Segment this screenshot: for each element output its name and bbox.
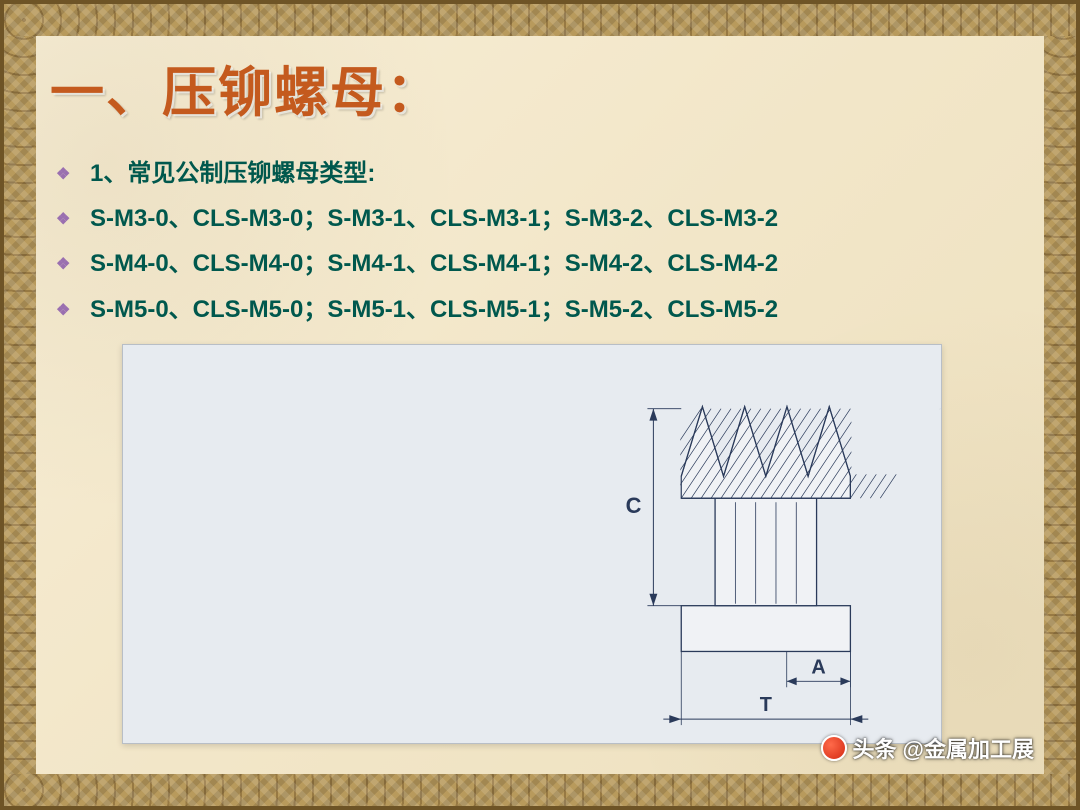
- watermark-author: @金属加工展: [903, 732, 1034, 764]
- svg-text:T: T: [760, 694, 772, 716]
- slide-content: 一、压铆螺母： ❖ 1、常见公制压铆螺母类型: ❖ S-M3-0、CLS-M3-…: [50, 48, 1030, 762]
- svg-text:A: A: [811, 656, 825, 678]
- watermark-prefix: 头条: [853, 732, 897, 764]
- decorative-border-left: [4, 4, 36, 806]
- bullet-icon: ❖: [56, 299, 90, 324]
- bullet-text: S-M4-0、CLS-M4-0；S-M4-1、CLS-M4-1；S-M4-2、C…: [90, 245, 778, 282]
- drawing-svg: E(Clinching profile may vary)CAT: [123, 345, 941, 743]
- decorative-border-top: [4, 4, 1076, 36]
- list-item: ❖ S-M4-0、CLS-M4-0；S-M4-1、CLS-M4-1；S-M4-2…: [56, 245, 1030, 282]
- svg-text:C: C: [626, 493, 642, 518]
- bullet-text: S-M5-0、CLS-M5-0；S-M5-1、CLS-M5-1；S-M5-2、C…: [90, 291, 778, 328]
- technical-drawing: E(Clinching profile may vary)CAT: [122, 344, 942, 744]
- bullet-icon: ❖: [56, 163, 90, 188]
- bullet-text: S-M3-0、CLS-M3-0；S-M3-1、CLS-M3-1；S-M3-2、C…: [90, 200, 778, 237]
- bullet-icon: ❖: [56, 208, 90, 233]
- decorative-border-right: [1044, 4, 1076, 806]
- bullet-list: ❖ 1、常见公制压铆螺母类型: ❖ S-M3-0、CLS-M3-0；S-M3-1…: [56, 155, 1030, 328]
- toutiao-logo-icon: [821, 735, 847, 761]
- bullet-icon: ❖: [56, 253, 90, 278]
- watermark: 头条 @金属加工展: [821, 732, 1034, 764]
- list-item: ❖ S-M5-0、CLS-M5-0；S-M5-1、CLS-M5-1；S-M5-2…: [56, 291, 1030, 328]
- slide-title: 一、压铆螺母：: [50, 48, 1030, 127]
- list-item: ❖ 1、常见公制压铆螺母类型:: [56, 155, 1030, 192]
- bullet-text: 1、常见公制压铆螺母类型:: [90, 155, 375, 192]
- decorative-border-bottom: [4, 774, 1076, 806]
- list-item: ❖ S-M3-0、CLS-M3-0；S-M3-1、CLS-M3-1；S-M3-2…: [56, 200, 1030, 237]
